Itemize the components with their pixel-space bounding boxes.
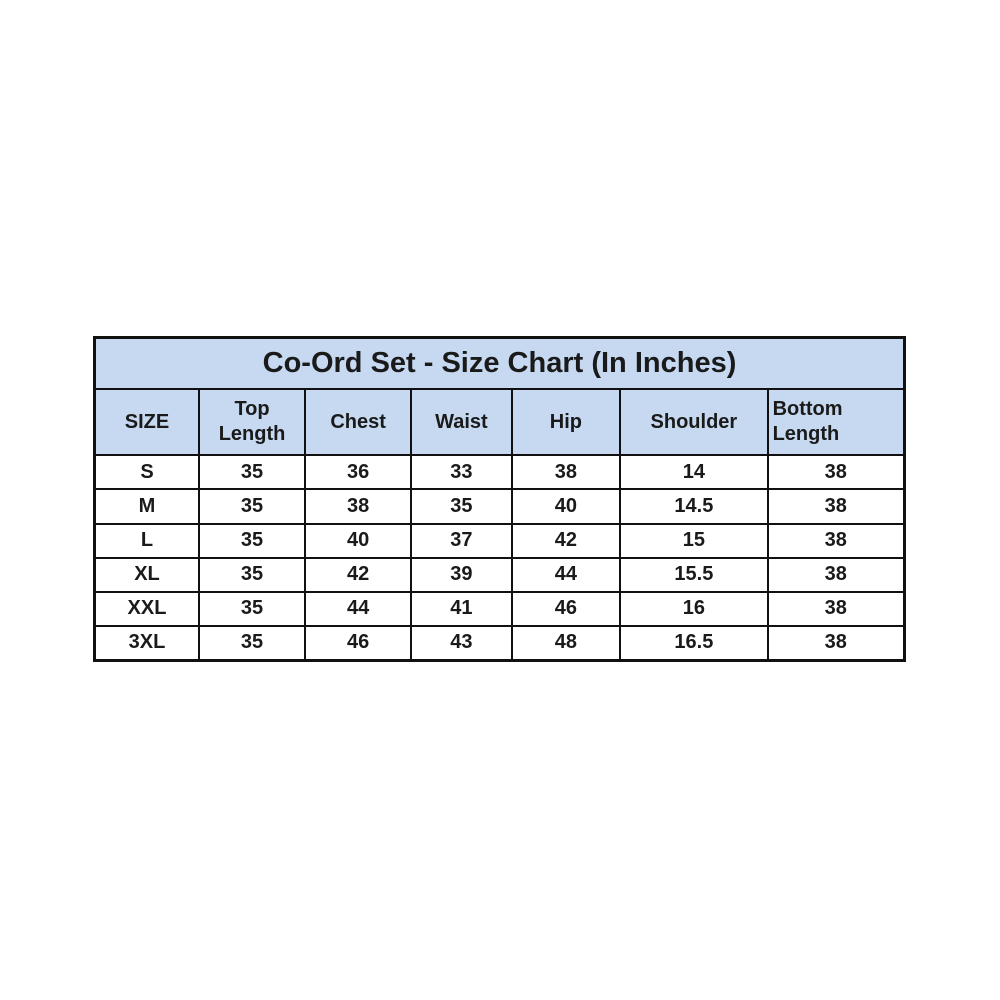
value-cell: 35 bbox=[197, 590, 307, 627]
value-cell: 44 bbox=[304, 590, 413, 627]
size-label: L bbox=[93, 522, 200, 559]
table-row-l: L 35 40 37 42 15 38 bbox=[93, 522, 906, 559]
value-cell: 36 bbox=[304, 454, 413, 491]
value-cell: 16 bbox=[619, 590, 769, 627]
table-row-3xl: 3XL 35 46 43 48 16.5 38 bbox=[93, 624, 906, 662]
value-cell: 33 bbox=[410, 454, 513, 491]
value-cell: 35 bbox=[197, 556, 307, 593]
value-cell: 38 bbox=[304, 488, 413, 525]
value-cell: 38 bbox=[766, 488, 906, 525]
value-cell: 38 bbox=[766, 454, 906, 491]
value-cell: 46 bbox=[304, 624, 413, 662]
header-cell-chest: Chest bbox=[304, 388, 413, 457]
header-cell-hip: Hip bbox=[510, 388, 622, 457]
size-label: XXL bbox=[93, 590, 200, 627]
header-cell-waist: Waist bbox=[410, 388, 513, 457]
value-cell: 38 bbox=[766, 590, 906, 627]
value-cell: 35 bbox=[197, 624, 307, 662]
value-cell: 37 bbox=[410, 522, 513, 559]
value-cell: 38 bbox=[766, 624, 906, 662]
size-label: 3XL bbox=[93, 624, 200, 662]
value-cell: 43 bbox=[410, 624, 513, 662]
value-cell: 40 bbox=[304, 522, 413, 559]
header-cell-size: SIZE bbox=[93, 388, 200, 457]
value-cell: 15.5 bbox=[619, 556, 769, 593]
value-cell: 39 bbox=[410, 556, 513, 593]
table-title-row: Co-Ord Set - Size Chart (In Inches) bbox=[93, 336, 906, 391]
value-cell: 48 bbox=[510, 624, 622, 662]
value-cell: 38 bbox=[766, 522, 906, 559]
header-cell-shoulder: Shoulder bbox=[619, 388, 769, 457]
size-label: M bbox=[93, 488, 200, 525]
value-cell: 15 bbox=[619, 522, 769, 559]
value-cell: 14.5 bbox=[619, 488, 769, 525]
value-cell: 35 bbox=[197, 488, 307, 525]
table-row-xxl: XXL 35 44 41 46 16 38 bbox=[93, 590, 906, 627]
value-cell: 40 bbox=[510, 488, 622, 525]
value-cell: 16.5 bbox=[619, 624, 769, 662]
size-chart-table: Co-Ord Set - Size Chart (In Inches) SIZE… bbox=[93, 336, 906, 662]
value-cell: 38 bbox=[766, 556, 906, 593]
value-cell: 42 bbox=[510, 522, 622, 559]
header-cell-bottom-length: Bottom Length bbox=[766, 388, 906, 457]
value-cell: 44 bbox=[510, 556, 622, 593]
value-cell: 42 bbox=[304, 556, 413, 593]
table-header-row: SIZE Top Length Chest Waist Hip Shoulder… bbox=[93, 388, 906, 457]
table-row-m: M 35 38 35 40 14.5 38 bbox=[93, 488, 906, 525]
value-cell: 46 bbox=[510, 590, 622, 627]
size-label: XL bbox=[93, 556, 200, 593]
value-cell: 38 bbox=[510, 454, 622, 491]
value-cell: 35 bbox=[197, 522, 307, 559]
table-row-xl: XL 35 42 39 44 15.5 38 bbox=[93, 556, 906, 593]
size-label: S bbox=[93, 454, 200, 491]
value-cell: 35 bbox=[410, 488, 513, 525]
value-cell: 41 bbox=[410, 590, 513, 627]
table-title: Co-Ord Set - Size Chart (In Inches) bbox=[93, 336, 906, 391]
table-row-s: S 35 36 33 38 14 38 bbox=[93, 454, 906, 491]
value-cell: 35 bbox=[197, 454, 307, 491]
header-cell-top-length: Top Length bbox=[197, 388, 307, 457]
value-cell: 14 bbox=[619, 454, 769, 491]
